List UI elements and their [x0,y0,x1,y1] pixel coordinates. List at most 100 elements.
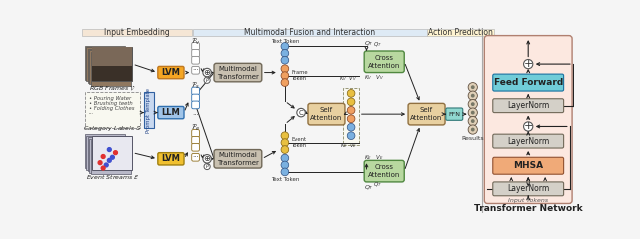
Circle shape [348,123,355,131]
Circle shape [281,161,289,169]
Circle shape [281,154,289,162]
Circle shape [468,116,477,126]
Circle shape [471,119,475,123]
Text: C: C [299,110,303,116]
Text: +: + [524,121,533,131]
Bar [428,29,494,36]
Text: Results: Results [461,136,484,141]
Bar [88,137,128,171]
Circle shape [468,108,477,117]
FancyBboxPatch shape [493,74,564,91]
Bar [344,88,359,145]
Bar [83,29,193,36]
Bar [193,29,427,36]
Circle shape [468,99,477,109]
Circle shape [98,161,102,165]
Circle shape [101,166,105,170]
Text: $K_E$  $V_E$: $K_E$ $V_E$ [340,141,357,150]
FancyBboxPatch shape [484,36,572,203]
Text: Feed Forward: Feed Forward [493,78,563,87]
Text: $K_V$  $V_V$: $K_V$ $V_V$ [339,74,357,83]
Circle shape [471,111,475,114]
Text: $Q_T$: $Q_T$ [364,184,374,192]
Circle shape [281,146,289,153]
Text: $\mathcal{F}_e$: $\mathcal{F}_e$ [191,123,200,133]
FancyBboxPatch shape [493,134,564,148]
Circle shape [297,108,305,117]
FancyBboxPatch shape [192,56,200,64]
Bar [86,136,126,170]
Text: MHSA: MHSA [513,161,543,170]
Text: +: + [524,59,533,69]
Circle shape [281,168,289,176]
Text: Input Tokens: Input Tokens [508,198,548,203]
Text: P: P [205,164,209,169]
Circle shape [204,77,210,83]
FancyBboxPatch shape [192,43,200,50]
Circle shape [281,139,289,147]
Circle shape [348,98,355,106]
Text: FFN: FFN [448,112,460,117]
Text: Multimodal Fusion and Interaction: Multimodal Fusion and Interaction [244,28,375,37]
Text: ...: ... [192,65,199,71]
FancyBboxPatch shape [192,136,200,144]
FancyBboxPatch shape [192,49,200,57]
FancyBboxPatch shape [192,87,200,95]
Circle shape [108,148,111,152]
Circle shape [348,132,355,140]
Circle shape [113,151,117,155]
Circle shape [471,94,475,98]
Text: Multimodal
Transformer: Multimodal Transformer [217,65,259,80]
Bar [90,50,129,84]
Circle shape [281,43,289,50]
Bar [92,136,132,170]
Circle shape [108,158,111,162]
Circle shape [348,106,355,114]
Bar [144,92,154,128]
Text: Self
Attention: Self Attention [310,107,342,121]
Text: $\mathcal{F}_s$: $\mathcal{F}_s$ [191,81,200,91]
Bar [92,47,132,66]
Bar [92,66,132,81]
FancyBboxPatch shape [214,150,262,168]
Circle shape [281,79,289,87]
Text: • Pouring Water: • Pouring Water [88,97,131,101]
Text: Category Labels $\mathcal{S}$: Category Labels $\mathcal{S}$ [83,124,142,133]
Text: ...: ... [88,110,94,115]
Text: Multimodal
Transformer: Multimodal Transformer [217,152,259,166]
Circle shape [524,60,533,69]
Text: LayerNorm: LayerNorm [507,137,549,146]
Text: Event
Token: Event Token [292,137,307,148]
FancyBboxPatch shape [192,153,200,161]
Text: • Folding Clothes: • Folding Clothes [88,106,134,111]
Bar [91,52,131,86]
Text: Cross
Attention: Cross Attention [368,55,401,69]
Circle shape [471,85,475,89]
FancyBboxPatch shape [364,160,404,182]
Text: P: P [205,78,209,83]
Text: Text Token: Text Token [271,39,299,44]
Text: Self
Attention: Self Attention [410,107,443,121]
Text: Event Streams $\mathcal{E}$: Event Streams $\mathcal{E}$ [86,173,140,180]
Bar [91,140,131,174]
FancyBboxPatch shape [408,103,445,125]
FancyBboxPatch shape [364,51,404,73]
Text: • Brushing teeth: • Brushing teeth [88,101,132,106]
Text: ⊕: ⊕ [204,154,211,163]
Text: Prompt Template: Prompt Template [147,88,152,133]
Circle shape [104,163,108,167]
Circle shape [111,155,115,159]
FancyBboxPatch shape [158,153,184,165]
Text: LLM: LLM [161,108,180,117]
Bar [92,47,132,81]
Text: Text Token: Text Token [271,177,299,182]
Bar [84,92,140,128]
Circle shape [281,72,289,80]
Text: $Q_T$: $Q_T$ [364,39,374,48]
Text: LayerNorm: LayerNorm [507,101,549,110]
Text: Input Embedding: Input Embedding [104,28,170,37]
Circle shape [524,122,533,131]
FancyBboxPatch shape [158,66,184,79]
Bar [88,49,128,83]
Text: ...: ... [192,110,199,116]
